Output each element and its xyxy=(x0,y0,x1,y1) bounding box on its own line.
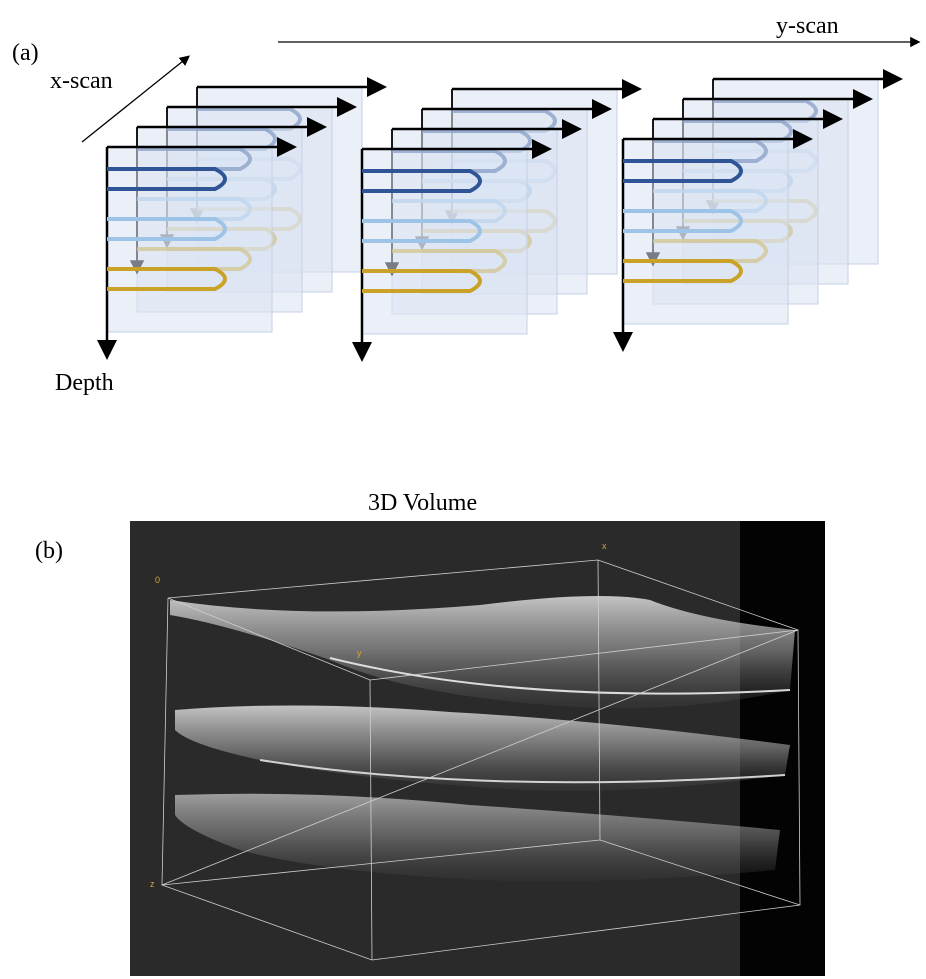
axis-label: 0 xyxy=(155,575,160,585)
axis-label: y xyxy=(357,648,362,658)
axis-label: z xyxy=(150,879,155,889)
scan-groups xyxy=(107,79,898,357)
axis-label: x xyxy=(602,541,607,551)
panel-label: (b) xyxy=(35,538,63,564)
x-scan-label: x-scan xyxy=(50,68,113,94)
panel-label: (a) xyxy=(12,40,39,66)
depth-label: Depth xyxy=(55,370,114,396)
figure: (a) x-scan y-scan Depth 3D Volume (b) 0 … xyxy=(0,0,926,979)
volume-title: 3D Volume xyxy=(368,490,477,516)
y-scan-label: y-scan xyxy=(776,13,839,39)
